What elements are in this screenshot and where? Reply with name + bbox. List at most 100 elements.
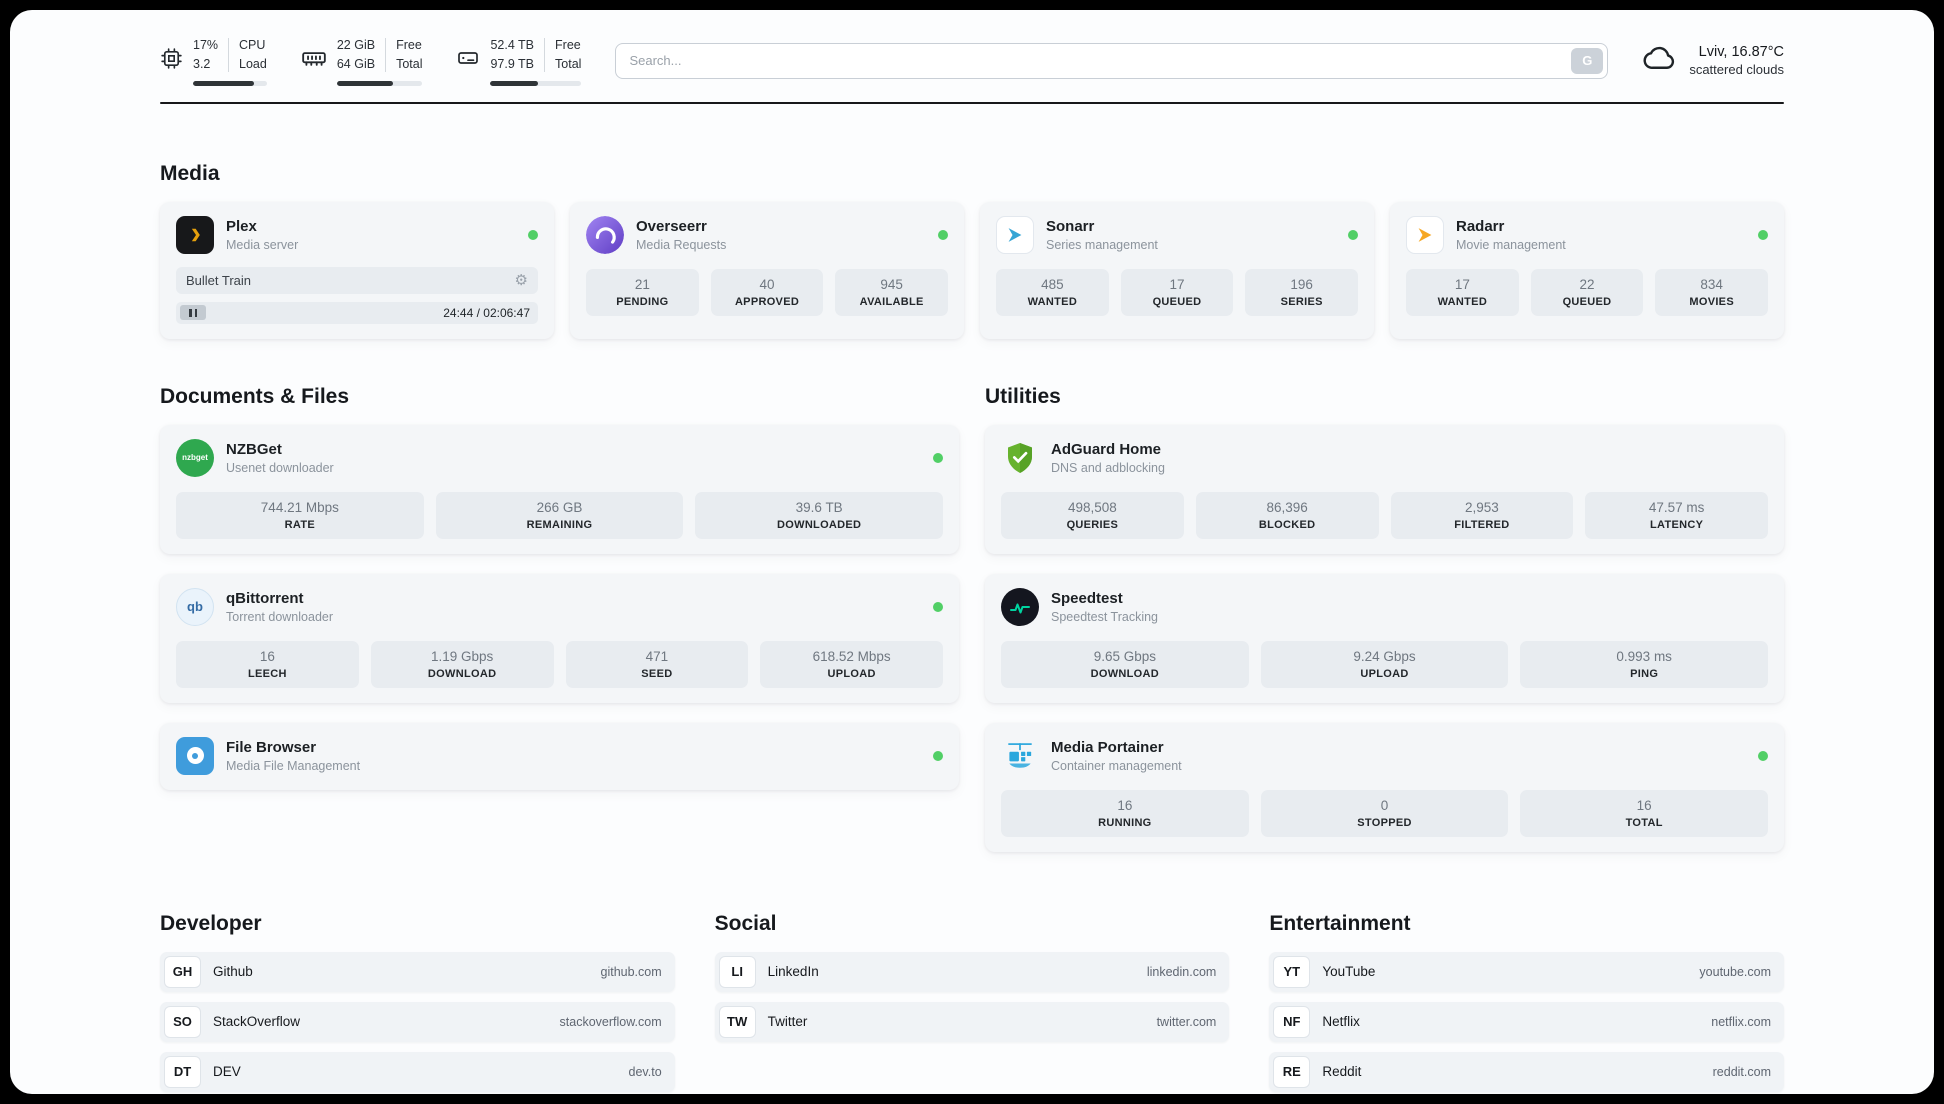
stat-running: 16 RUNNING xyxy=(1001,789,1249,837)
stat-value: 0 xyxy=(1380,797,1389,813)
service-card-nzbget[interactable]: nzbget NZBGet Usenet downloader 744.21 M… xyxy=(160,424,959,554)
service-card-sonarr[interactable]: Sonarr Series management 485 WANTED 17 Q… xyxy=(980,201,1374,339)
status-dot xyxy=(1348,229,1358,240)
service-name: Media Portainer xyxy=(1051,738,1164,756)
stat-label: BLOCKED xyxy=(1258,518,1316,531)
stat-label: TOTAL xyxy=(1625,816,1663,829)
stat-label: SEED xyxy=(641,667,673,680)
stat-label: LEECH xyxy=(247,667,287,680)
bookmark-reddit[interactable]: RE Reddit reddit.com xyxy=(1269,1051,1784,1092)
stat-value: 485 xyxy=(1041,276,1064,292)
service-card-qbittorrent[interactable]: qb qBittorrent Torrent downloader 16 xyxy=(160,573,959,703)
service-name: Radarr xyxy=(1456,217,1505,235)
stat-label: UPLOAD xyxy=(827,667,876,680)
disk-label-bottom: Total xyxy=(555,56,582,71)
topbar: 17% 3.2 CPU Load xyxy=(10,10,1934,86)
section-title-documents: Documents & Files xyxy=(160,384,350,408)
stat-value: 945 xyxy=(880,276,903,292)
stat-label: APPROVED xyxy=(734,295,800,308)
disk-total-value: 97.9 TB xyxy=(490,56,535,71)
status-dot xyxy=(933,750,943,761)
stat-value: 9.65 Gbps xyxy=(1093,648,1156,664)
status-dot xyxy=(938,229,948,240)
stat-download: 9.65 Gbps DOWNLOAD xyxy=(1001,640,1249,688)
stat-download: 1.19 Gbps DOWNLOAD xyxy=(370,640,554,688)
status-dot xyxy=(1758,750,1768,761)
bookmark-youtube[interactable]: YT YouTube youtube.com xyxy=(1269,951,1784,992)
stat-blocked: 86,396 BLOCKED xyxy=(1195,491,1379,539)
stat-leech: 16 LEECH xyxy=(176,640,359,688)
bookmark-name: LinkedIn xyxy=(767,964,819,979)
stat-queued: 17 QUEUED xyxy=(1120,268,1234,316)
stat-value: 2,953 xyxy=(1464,499,1499,515)
stat-label: LATENCY xyxy=(1650,518,1704,531)
overseerr-icon xyxy=(586,215,624,254)
service-subtitle: Media server xyxy=(226,237,299,252)
media-grid: Plex Media server Bullet Train ⚙ 24:44 /… xyxy=(160,201,1784,339)
stat-stopped: 0 STOPPED xyxy=(1260,789,1509,837)
header-divider xyxy=(160,101,1784,104)
bookmark-netflix[interactable]: NF Netflix netflix.com xyxy=(1269,1001,1784,1042)
disk-label-top: Free xyxy=(555,38,581,52)
bookmark-name: DEV xyxy=(213,1064,241,1079)
search-input[interactable] xyxy=(615,42,1609,79)
stat-filtered: 2,953 FILTERED xyxy=(1390,491,1574,539)
stat-value: 266 GB xyxy=(536,499,583,515)
bookmark-github[interactable]: GH Github github.com xyxy=(160,951,675,992)
search-engine-button[interactable]: G xyxy=(1571,47,1604,74)
stat-value: 196 xyxy=(1290,276,1313,292)
service-name: qBittorrent xyxy=(226,589,304,607)
bookmark-abbr: YT xyxy=(1273,955,1311,988)
service-card-radarr[interactable]: Radarr Movie management 17 WANTED 22 QUE… xyxy=(1390,201,1784,339)
stat-label: DOWNLOAD xyxy=(427,667,497,680)
cpu-label-bottom: Load xyxy=(239,56,267,71)
service-card-speedtest[interactable]: Speedtest Speedtest Tracking 9.65 Gbps D… xyxy=(985,573,1784,703)
playback-time: 24:44 / 02:06:47 xyxy=(443,305,530,320)
stat-label: REMAINING xyxy=(526,518,593,531)
bookmark-dev[interactable]: DT DEV dev.to xyxy=(160,1051,675,1092)
bookmark-stackoverflow[interactable]: SO StackOverflow stackoverflow.com xyxy=(160,1001,675,1042)
adguard-icon xyxy=(1001,439,1039,477)
speedtest-icon xyxy=(1001,587,1039,626)
stat-value: 618.52 Mbps xyxy=(812,648,891,664)
qbittorrent-badge-text: qb xyxy=(187,599,203,614)
service-card-filebrowser[interactable]: File Browser Media File Management xyxy=(160,722,959,790)
weather-widget: Lviv, 16.87°C scattered clouds xyxy=(1642,40,1784,81)
stat-queued: 22 QUEUED xyxy=(1530,268,1644,316)
stat-rate: 744.21 Mbps RATE xyxy=(176,491,424,539)
playback-progress-row: 24:44 / 02:06:47 xyxy=(176,301,538,324)
pause-button[interactable] xyxy=(180,305,206,320)
portainer-icon xyxy=(1001,737,1039,775)
stat-label: QUEUED xyxy=(1562,295,1612,308)
bookmark-group-developer: Developer GH Github github.com SO StackO… xyxy=(160,912,675,1095)
section-documents: Documents & Files nzbget NZBGet Usenet d… xyxy=(160,385,959,790)
bookmark-abbr: LI xyxy=(718,955,756,988)
disk-widget: 52.4 TB 97.9 TB Free Total xyxy=(456,36,582,86)
bookmark-linkedin[interactable]: LI LinkedIn linkedin.com xyxy=(714,951,1230,992)
qbittorrent-icon: qb xyxy=(176,587,214,626)
service-card-plex[interactable]: Plex Media server Bullet Train ⚙ 24:44 /… xyxy=(160,201,554,339)
service-subtitle: Usenet downloader xyxy=(226,460,334,475)
memory-usage-bar xyxy=(336,80,423,86)
service-card-adguard[interactable]: AdGuard Home DNS and adblocking 498,508 … xyxy=(985,424,1784,554)
cpu-label-top: CPU xyxy=(239,38,266,52)
service-card-portainer[interactable]: Media Portainer Container management 16 … xyxy=(985,722,1784,852)
stat-label: STOPPED xyxy=(1357,816,1412,829)
stat-wanted: 17 WANTED xyxy=(1406,268,1519,316)
gear-icon[interactable]: ⚙ xyxy=(514,271,528,289)
service-card-overseerr[interactable]: Overseerr Media Requests 21 PENDING 40 A… xyxy=(570,201,964,339)
stat-value: 47.57 ms xyxy=(1648,499,1705,515)
bookmark-name: Reddit xyxy=(1322,1064,1362,1079)
stat-value: 498,508 xyxy=(1067,499,1117,515)
service-subtitle: Series management xyxy=(1046,237,1158,252)
service-name: File Browser xyxy=(226,738,317,756)
bookmarks-grid: Developer GH Github github.com SO StackO… xyxy=(160,912,1784,1095)
bookmark-url: linkedin.com xyxy=(1146,964,1217,979)
memory-free-value: 22 GiB xyxy=(336,38,376,52)
bookmark-abbr: RE xyxy=(1273,1055,1311,1088)
stat-latency: 47.57 ms LATENCY xyxy=(1585,491,1768,539)
service-subtitle: Movie management xyxy=(1456,237,1566,252)
cloud-icon xyxy=(1642,40,1678,81)
bookmark-twitter[interactable]: TW Twitter twitter.com xyxy=(714,1001,1230,1042)
bookmark-group-entertainment: Entertainment YT YouTube youtube.com NF … xyxy=(1269,912,1784,1095)
